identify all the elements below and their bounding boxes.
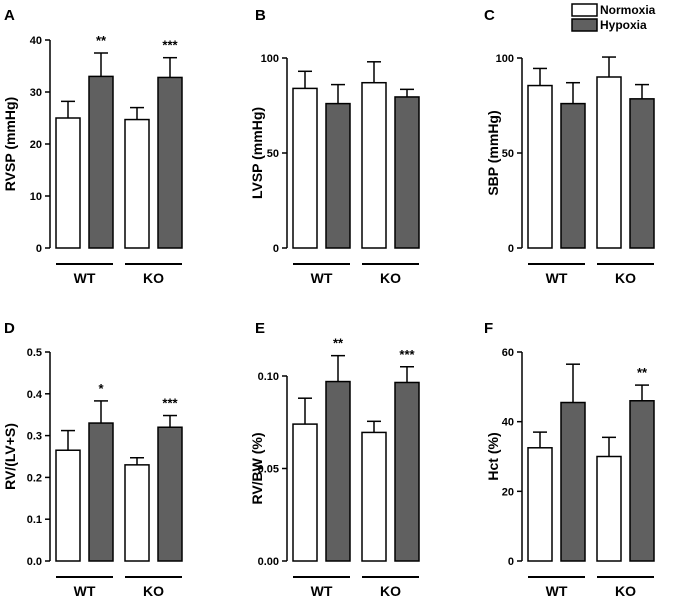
bar-hypoxia-ko xyxy=(629,98,655,249)
panel-b: B 0 50 100 LVSP (mmHg) WT KO xyxy=(249,7,420,286)
y-tick-label: 0 xyxy=(508,556,514,568)
bar-normoxia-ko xyxy=(124,464,150,562)
panel-letter: B xyxy=(255,7,266,24)
bar-hypoxia-wt xyxy=(325,102,351,249)
y-axis-label: RV/BW (%) xyxy=(249,432,265,504)
bar-normoxia-wt xyxy=(292,87,318,249)
group-label-ko: KO xyxy=(143,270,164,286)
y-tick-label: 0 xyxy=(273,243,279,255)
y-tick-label: 0.0 xyxy=(27,556,42,568)
y-axis-label: SBP (mmHg) xyxy=(485,110,501,195)
bar-normoxia-wt xyxy=(55,449,81,562)
bar-normoxia-ko xyxy=(596,455,622,562)
group-label-wt: WT xyxy=(311,270,333,286)
bar-normoxia-ko xyxy=(361,81,387,249)
bar-normoxia-ko xyxy=(361,431,387,562)
legend-swatch-hypoxia xyxy=(571,18,598,32)
significance-marker: *** xyxy=(399,347,415,362)
group-label-wt: WT xyxy=(74,583,96,599)
y-axis-label: RVSP (mmHg) xyxy=(2,97,18,191)
panel-letter: A xyxy=(4,7,15,24)
y-tick-label: 0.05 xyxy=(258,464,279,476)
group-label-wt: WT xyxy=(74,270,96,286)
group-label-wt: WT xyxy=(546,270,568,286)
bar-normoxia-wt xyxy=(55,117,81,249)
y-axis-label: LVSP (mmHg) xyxy=(249,107,265,199)
bar-hypoxia-wt xyxy=(325,380,351,562)
y-axis-label: Hct (%) xyxy=(485,432,501,480)
panel-letter: D xyxy=(4,320,15,337)
bar-normoxia-ko xyxy=(124,118,150,249)
y-tick-label: 0 xyxy=(508,243,514,255)
panel-f: F 0 20 40 60 Hct (%) ** WT KO xyxy=(484,320,655,599)
bar-hypoxia-ko xyxy=(629,400,655,562)
y-tick-label: 100 xyxy=(496,53,514,65)
bar-normoxia-wt xyxy=(527,84,553,249)
panel-letter: E xyxy=(255,320,265,337)
group-label-wt: WT xyxy=(546,583,568,599)
significance-marker: * xyxy=(98,381,104,396)
bar-hypoxia-wt xyxy=(560,401,586,562)
significance-marker: ** xyxy=(637,365,648,380)
bar-normoxia-wt xyxy=(292,423,318,562)
significance-marker: *** xyxy=(162,396,178,411)
y-tick-label: 0.3 xyxy=(27,431,42,443)
bar-hypoxia-ko xyxy=(157,426,183,562)
bar-hypoxia-wt xyxy=(88,422,114,562)
bar-hypoxia-ko xyxy=(394,381,420,562)
group-label-ko: KO xyxy=(380,270,401,286)
legend-swatch-normoxia xyxy=(571,3,598,17)
group-label-wt: WT xyxy=(311,583,333,599)
panel-letter: F xyxy=(484,320,493,337)
bar-hypoxia-ko xyxy=(157,76,183,249)
panel-c: C 0 50 100 SBP (mmHg) WT KO xyxy=(484,7,655,286)
y-tick-label: 20 xyxy=(30,139,42,151)
group-label-ko: KO xyxy=(143,583,164,599)
panel-d: D0.00.10.20.30.40.5RV/(LV+S)****WT KO xyxy=(2,320,183,599)
y-tick-label: 0.5 xyxy=(27,347,42,359)
y-tick-label: 10 xyxy=(30,191,42,203)
significance-marker: ** xyxy=(333,336,344,351)
legend-label-normoxia: Normoxia xyxy=(600,3,656,17)
y-tick-label: 100 xyxy=(261,53,279,65)
y-axis-label: RV/(LV+S) xyxy=(2,423,18,490)
y-tick-label: 0.00 xyxy=(258,556,279,568)
y-tick-label: 50 xyxy=(267,148,279,160)
bar-normoxia-ko xyxy=(596,76,622,249)
panel-letter: C xyxy=(484,7,495,24)
legend: Normoxia Hypoxia xyxy=(571,3,656,32)
group-label-ko: KO xyxy=(615,583,636,599)
y-tick-label: 0.2 xyxy=(27,472,42,484)
significance-marker: ** xyxy=(96,33,107,48)
y-tick-label: 50 xyxy=(502,148,514,160)
y-tick-label: 20 xyxy=(502,486,514,498)
bar-hypoxia-wt xyxy=(560,102,586,249)
y-tick-label: 0.1 xyxy=(27,514,42,526)
group-label-ko: KO xyxy=(615,270,636,286)
bar-normoxia-wt xyxy=(527,447,553,562)
y-tick-label: 40 xyxy=(502,417,514,429)
y-tick-label: 40 xyxy=(30,35,42,47)
group-label-ko: KO xyxy=(380,583,401,599)
significance-marker: *** xyxy=(162,38,178,53)
bar-hypoxia-ko xyxy=(394,96,420,249)
y-tick-label: 0.10 xyxy=(258,371,279,383)
y-tick-label: 30 xyxy=(30,87,42,99)
y-tick-label: 0 xyxy=(36,243,42,255)
legend-label-hypoxia: Hypoxia xyxy=(600,18,647,32)
bar-hypoxia-wt xyxy=(88,75,114,249)
y-tick-label: 0.4 xyxy=(27,389,43,401)
y-tick-label: 60 xyxy=(502,347,514,359)
